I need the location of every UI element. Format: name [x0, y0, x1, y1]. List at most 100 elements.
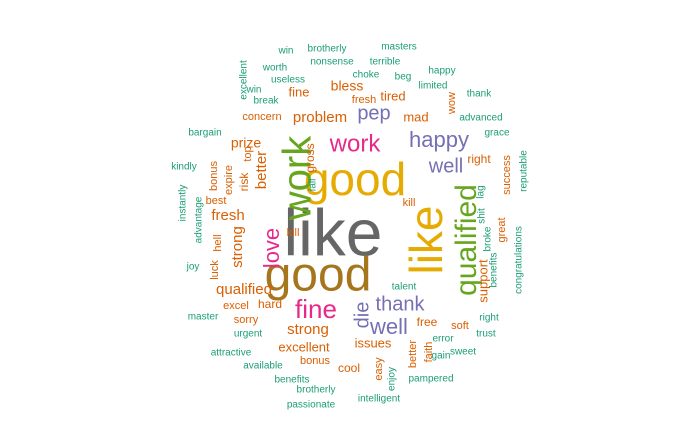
word-bonus: bonus	[300, 355, 330, 367]
word-work: work	[329, 130, 382, 157]
word-qualified: qualified	[450, 184, 483, 296]
word-good: good	[265, 249, 372, 302]
word-broke: broke	[483, 226, 494, 251]
word-fine: fine	[289, 84, 310, 99]
word-work: work	[276, 135, 320, 221]
word-like: like	[400, 205, 452, 274]
word-success: success	[501, 155, 513, 195]
word-top: top	[242, 146, 254, 161]
word-thank: thank	[467, 89, 492, 100]
word-lag: lag	[476, 185, 487, 198]
word-benefits: benefits	[274, 375, 309, 386]
word-fine: fine	[295, 294, 337, 324]
word-right: right	[467, 152, 491, 166]
word-worth: worth	[262, 63, 287, 74]
word-instantly: instantly	[178, 185, 189, 222]
word-thank: thank	[376, 293, 426, 315]
word-gross: gross	[303, 143, 317, 172]
word-grace: grace	[484, 128, 509, 139]
word-talent: talent	[392, 282, 417, 293]
word-excellent: excellent	[239, 60, 250, 100]
word-gain: gain	[432, 351, 451, 362]
word-mad: mad	[403, 109, 428, 124]
word-excel: excel	[223, 300, 249, 312]
word-master: master	[188, 312, 219, 323]
word-best: best	[206, 195, 227, 207]
word-cool: cool	[338, 361, 360, 375]
word-bonus: bonus	[208, 161, 220, 191]
word-brotherly: brotherly	[308, 44, 347, 55]
word-prize: prize	[231, 135, 262, 151]
word-useless: useless	[271, 75, 305, 86]
word-love: love	[259, 228, 284, 268]
word-better: better	[407, 340, 419, 368]
word-brotherly: brotherly	[297, 385, 336, 396]
word-kill: kill	[287, 227, 300, 239]
word-intelligent: intelligent	[358, 394, 400, 405]
word-shit: shit	[477, 208, 488, 224]
word-terrible: terrible	[370, 57, 401, 68]
word-great: great	[496, 217, 508, 242]
word-good: good	[304, 153, 406, 205]
word-issues: issues	[355, 335, 392, 350]
word-hard: hard	[258, 297, 282, 311]
word-limited: limited	[419, 81, 448, 92]
word-benefits: benefits	[489, 252, 500, 287]
word-die: die	[351, 302, 373, 329]
word-advantage: advantage	[194, 196, 205, 243]
word-support: support	[475, 259, 490, 303]
word-sweet: sweet	[450, 347, 476, 358]
word-congratulations: congratulations	[514, 226, 525, 294]
word-trust: trust	[476, 329, 496, 340]
word-passionate: passionate	[287, 400, 336, 411]
word-pep: pep	[357, 102, 390, 124]
word-enjoy: enjoy	[387, 367, 398, 391]
word-reputable: reputable	[519, 150, 530, 192]
word-faith: faith	[423, 342, 435, 363]
word-like: like	[283, 195, 382, 269]
word-hell: hell	[212, 234, 224, 251]
word-problem: problem	[293, 109, 347, 126]
word-attractive: attractive	[211, 348, 252, 359]
word-break: break	[253, 96, 279, 107]
word-well: well	[369, 314, 408, 339]
word-masters: masters	[381, 42, 417, 53]
word-happy: happy	[409, 127, 469, 152]
word-concern: concern	[242, 111, 281, 123]
word-fall: fall	[308, 179, 319, 192]
word-strong: strong	[287, 321, 329, 338]
word-bargain: bargain	[188, 128, 221, 139]
word-expire: expire	[223, 165, 235, 195]
word-beg: beg	[395, 72, 412, 83]
word-urgent: urgent	[234, 329, 263, 340]
word-kill: kill	[403, 197, 416, 209]
word-better: better	[253, 151, 270, 189]
word-fresh: fresh	[211, 207, 244, 224]
word-win: win	[277, 46, 293, 57]
word-error: error	[432, 334, 454, 345]
word-advanced: advanced	[459, 113, 502, 124]
word-pampered: pampered	[408, 374, 453, 385]
word-win: win	[245, 85, 261, 96]
word-bless: bless	[331, 78, 364, 94]
word-excellent: excellent	[278, 339, 330, 354]
word-fresh: fresh	[352, 94, 376, 106]
word-soft: soft	[451, 320, 469, 332]
word-right: right	[479, 313, 499, 324]
word-free: free	[417, 315, 438, 329]
word-tired: tired	[380, 88, 405, 103]
word-nonsense: nonsense	[310, 57, 354, 68]
word-easy: easy	[373, 357, 385, 381]
word-available: available	[243, 361, 283, 372]
word-joy: joy	[186, 262, 200, 273]
word-happy: happy	[428, 66, 455, 77]
word-strong: strong	[229, 226, 246, 268]
word-well: well	[428, 155, 463, 177]
word-wow: wow	[446, 92, 458, 115]
word-risk: risk	[237, 172, 251, 192]
word-qualified: qualified	[216, 281, 272, 298]
word-kindly: kindly	[171, 162, 197, 173]
word-luck: luck	[209, 260, 221, 280]
word-sorry: sorry	[234, 314, 259, 326]
